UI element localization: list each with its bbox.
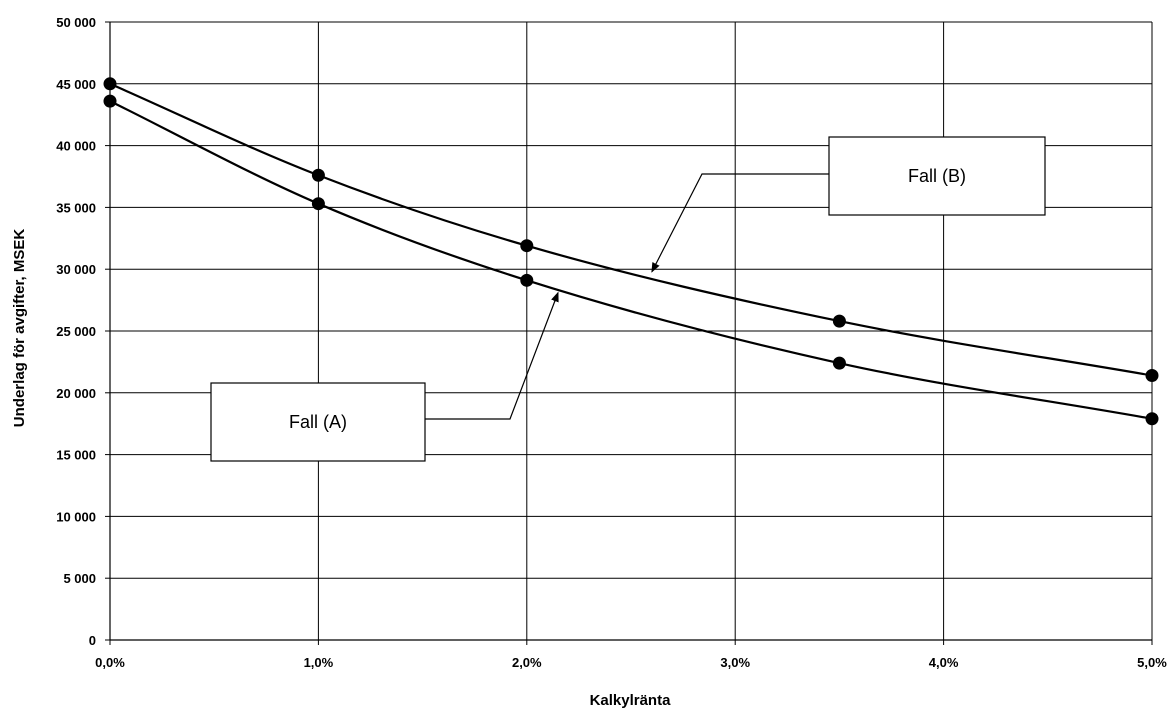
data-point — [103, 77, 117, 91]
callout-arrow — [425, 291, 559, 420]
y-tick-label: 45 000 — [56, 77, 96, 92]
data-point — [1145, 368, 1159, 382]
y-tick-label: 25 000 — [56, 324, 96, 339]
y-tick-label: 30 000 — [56, 262, 96, 277]
callout-box — [828, 136, 1046, 216]
series-b — [103, 77, 1159, 382]
y-tick-label: 15 000 — [56, 448, 96, 463]
callout-box — [210, 382, 426, 462]
x-tick-label: 0,0% — [95, 655, 125, 670]
x-tick-label: 2,0% — [512, 655, 542, 670]
grid — [110, 21, 1153, 640]
series-line — [109, 100, 1153, 420]
y-tick-label: 5 000 — [63, 571, 96, 586]
data-point — [311, 168, 325, 182]
x-axis-ticks: 0,0% 1,0% 2,0% 3,0% 4,0% 5,0% — [95, 640, 1167, 670]
series-line — [109, 82, 1153, 377]
callout-b: Fall (B) — [651, 136, 1046, 273]
x-tick-label: 1,0% — [304, 655, 334, 670]
y-axis-title: Underlag för avgifter, MSEK — [11, 229, 28, 428]
y-tick-label: 35 000 — [56, 200, 96, 215]
y-tick-label: 20 000 — [56, 386, 96, 401]
y-tick-label: 10 000 — [56, 509, 96, 524]
data-point — [832, 314, 846, 328]
data-point — [1145, 412, 1159, 426]
data-point — [832, 356, 846, 370]
x-tick-label: 3,0% — [720, 655, 750, 670]
x-axis-title: Kalkylränta — [590, 692, 672, 709]
data-point — [103, 94, 117, 108]
data-point — [311, 197, 325, 211]
callout-label: Fall (B) — [908, 166, 966, 186]
series-a — [103, 94, 1159, 426]
data-point — [520, 239, 534, 253]
callout-label: Fall (A) — [289, 412, 347, 432]
x-tick-label: 5,0% — [1137, 655, 1167, 670]
series-layer — [103, 77, 1159, 426]
y-tick-label: 50 000 — [56, 15, 96, 30]
callout-layer: Fall (A) Fall (B) — [210, 136, 1046, 462]
callout-a: Fall (A) — [210, 291, 559, 462]
y-tick-label: 0 — [89, 633, 96, 648]
y-tick-label: 40 000 — [56, 139, 96, 154]
y-axis-ticks: 0 5 000 10 000 15 000 20 000 25 000 30 000 35 0… — [56, 15, 110, 648]
callout-arrow — [651, 173, 829, 273]
data-point — [520, 273, 534, 287]
x-tick-label: 4,0% — [929, 655, 959, 670]
